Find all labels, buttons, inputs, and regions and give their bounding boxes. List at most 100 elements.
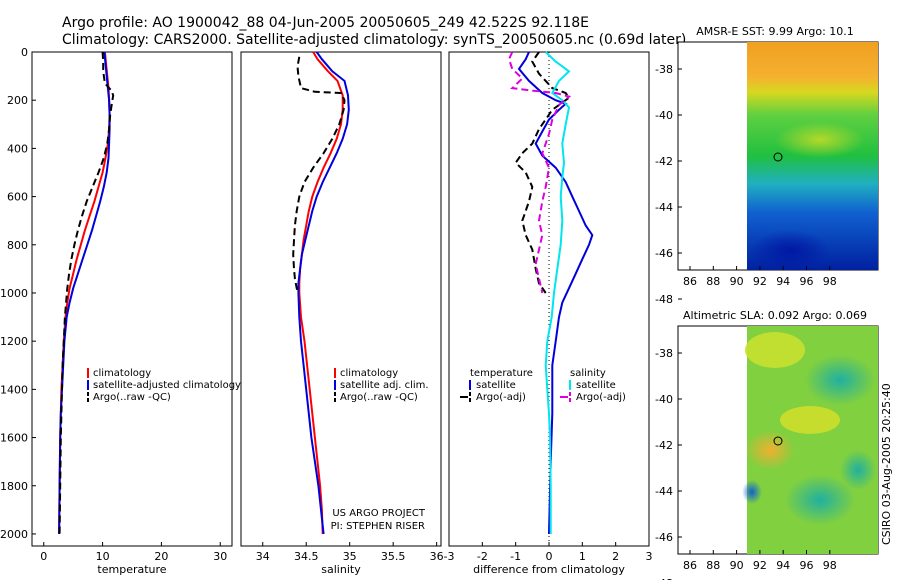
temperature-xtick-label: 20	[154, 550, 168, 563]
sla-patch-7	[840, 450, 876, 490]
difference-series-2	[544, 51, 571, 534]
difference-plot-frame	[448, 51, 650, 547]
legend-entry: climatology	[93, 368, 151, 379]
sst-cold-patch	[750, 230, 830, 270]
map-ytick-label: -42	[655, 155, 673, 168]
project-annotation: US ARGO PROJECT	[332, 508, 426, 519]
difference-xtick-label: 2	[612, 550, 619, 563]
sst-map-panel: AMSR-E SST: 9.99 Argo: 10.1 -38 -40 -42 -44…	[655, 25, 879, 306]
map-ytick-label: -48	[655, 577, 673, 580]
temperature-series-2	[58, 51, 115, 535]
difference-xtick-label: 0	[546, 550, 553, 563]
map-ytick-label: -44	[655, 485, 673, 498]
map-xtick-label: 94	[776, 559, 790, 572]
salinity-xtick-label: 36	[430, 550, 444, 563]
map-xtick-label: 92	[753, 275, 767, 288]
legend-entry: satellite	[576, 380, 616, 391]
temperature-ytick-label: 1800	[0, 480, 28, 493]
map-xtick-label: 98	[823, 275, 837, 288]
temperature-ytick-label: 1400	[0, 383, 28, 396]
difference-series-0	[517, 51, 594, 535]
temperature-plot-frame	[31, 51, 233, 547]
sst-argo-marker	[773, 152, 783, 162]
project-annotation: PI: STEPHEN RISER	[331, 521, 425, 532]
temperature-series-0	[58, 51, 111, 535]
map-xtick-label: 88	[706, 275, 720, 288]
map-xtick-label: 88	[706, 559, 720, 572]
sla-patch-1	[745, 332, 805, 368]
sst-map-axes: -38 -40 -42 -44 -46 -48 86 88 90 92 94 96 98	[655, 63, 837, 306]
temperature-ytick-label: 2000	[0, 528, 28, 541]
map-ytick-label: -40	[655, 393, 673, 406]
temperature-ytick-label: 0	[21, 46, 28, 59]
difference-series-3	[507, 51, 572, 294]
salinity-plot-frame	[240, 51, 442, 547]
temperature-xlabel: temperature	[97, 563, 166, 576]
difference-series-1	[514, 51, 571, 294]
salinity-xtick-label: 34	[256, 550, 270, 563]
temperature-ytick-label: 1000	[0, 287, 28, 300]
map-ytick-label: -46	[655, 531, 673, 544]
temperature-ytick-label: 400	[7, 142, 28, 155]
title-line-2: Climatology: CARS2000. Satellite-adjuste…	[62, 32, 686, 48]
map-xtick-label: 90	[730, 559, 744, 572]
legend-entry: Argo(-adj)	[476, 392, 526, 403]
salinity-xlabel: salinity	[321, 563, 361, 576]
legend-entry: satellite-adjusted climatology	[93, 380, 241, 391]
legend-entry: satellite adj. clim.	[340, 380, 429, 391]
map-ytick-label: -38	[655, 347, 673, 360]
map-ytick-label: -42	[655, 439, 673, 452]
salinity-xtick-label: 35.5	[381, 550, 406, 563]
legend-entry: Argo(-adj)	[576, 392, 626, 403]
difference-xtick-label: -1	[510, 550, 521, 563]
map-xtick-label: 94	[776, 275, 790, 288]
map-ytick-label: -48	[655, 293, 673, 306]
salinity-series-2	[292, 56, 346, 294]
temperature-ytick-label: 200	[7, 94, 28, 107]
sla-patch-4	[780, 406, 840, 434]
map-xtick-label: 92	[753, 559, 767, 572]
title-line-1: Argo profile: AO 1900042_88 04-Jun-2005 …	[62, 15, 589, 31]
salinity-series-0	[298, 51, 344, 535]
legend-entry: Argo(..raw -QC)	[340, 392, 418, 403]
temperature-xtick-label: 10	[96, 550, 110, 563]
map-xtick-label: 86	[683, 559, 697, 572]
difference-profile-plot: -3 -2 -1 0 1 2 3 difference from climatology tem…	[444, 51, 653, 576]
salinity-xtick-label: 35	[343, 550, 357, 563]
sla-argo-marker	[773, 436, 783, 446]
sla-map-panel: Altimetric SLA: 0.092 Argo: 0.069 -38 -40…	[655, 309, 879, 580]
difference-xtick-label: -3	[444, 550, 455, 563]
salinity-profile-plot: 34 34.5 35 35.5 36 salinity climatologysatelli…	[240, 51, 444, 576]
sla-map-axes: -38 -40 -42 -44 -46 -48 86 88 90 92 94 96 98	[655, 347, 837, 580]
map-ytick-label: -38	[655, 63, 673, 76]
map-ytick-label: -46	[655, 247, 673, 260]
map-ytick-label: -40	[655, 109, 673, 122]
sst-map-title: AMSR-E SST: 9.99 Argo: 10.1	[696, 25, 854, 38]
sla-patch-5	[785, 475, 855, 525]
temperature-xtick-label: 0	[40, 550, 47, 563]
map-xtick-label: 86	[683, 275, 697, 288]
map-xtick-label: 90	[730, 275, 744, 288]
temperature-ytick-label: 800	[7, 239, 28, 252]
sla-patch-3	[745, 430, 795, 470]
salinity-series-1	[297, 51, 350, 535]
difference-xtick-label: 3	[646, 550, 653, 563]
temperature-ytick-label: 600	[7, 191, 28, 204]
legend-entry: temperature	[470, 368, 533, 379]
salinity-xtick-label: 34.5	[294, 550, 319, 563]
map-xtick-label: 96	[800, 559, 814, 572]
difference-xtick-label: -2	[477, 550, 488, 563]
temperature-series-1	[58, 51, 111, 535]
legend-entry: Argo(..raw -QC)	[93, 392, 171, 403]
map-xtick-label: 96	[800, 275, 814, 288]
sla-map-title: Altimetric SLA: 0.092 Argo: 0.069	[683, 309, 867, 322]
legend-entry: climatology	[340, 368, 398, 379]
side-timestamp-label: CSIRO 03-Aug-2005 20:25:40	[880, 383, 893, 545]
legend-entry: salinity	[570, 368, 606, 379]
sst-warm-patch	[775, 122, 865, 158]
difference-xlabel: difference from climatology	[473, 563, 625, 576]
legend-entry: satellite	[476, 380, 516, 391]
temperature-profile-plot: 0 10 20 30 0 200 400 600 800 1000 1200 1400 1600 1800…	[0, 46, 241, 576]
temperature-xtick-label: 30	[213, 550, 227, 563]
